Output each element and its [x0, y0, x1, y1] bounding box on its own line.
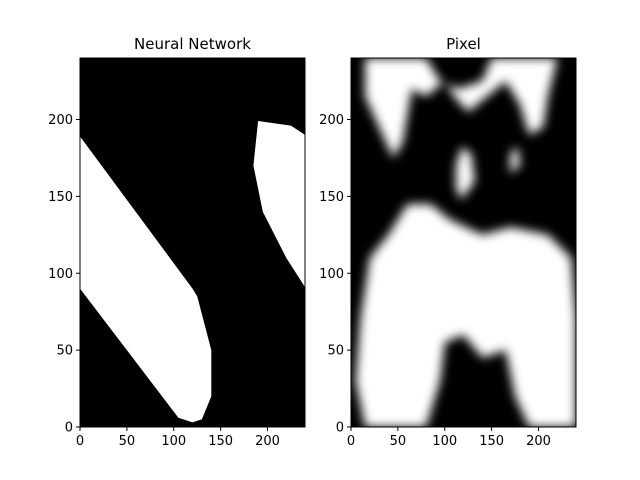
white-region-2: [456, 147, 475, 200]
white-region-1: [365, 58, 558, 158]
white-region-0: [80, 136, 212, 423]
x-tick-label: 100: [432, 434, 457, 449]
y-tick-label: 50: [327, 344, 344, 359]
image-area: [355, 58, 576, 427]
axes-frame: [350, 57, 577, 428]
x-tick-label: 150: [208, 434, 233, 449]
white-region-1: [253, 121, 305, 288]
panel-neural-network: Neural Network 0 50 100 150 200 0 50 100 150 200: [48, 35, 306, 449]
x-tick-label: 50: [119, 434, 136, 449]
y-tick-label: 0: [65, 421, 73, 436]
x-tick-label: 50: [390, 434, 407, 449]
panel-pixel: Pixel 0 50 100 150 200 0 50 100 150 200: [319, 35, 577, 449]
white-region-3: [510, 147, 520, 174]
y-tick-label: 100: [319, 267, 344, 282]
white-region-0: [355, 204, 576, 427]
x-tick-label: 0: [76, 434, 84, 449]
y-tick-label: 50: [56, 344, 73, 359]
y-tick-label: 100: [48, 267, 73, 282]
y-tick-label: 0: [336, 421, 344, 436]
image-area: [80, 121, 305, 423]
chart-title: Pixel: [446, 35, 481, 53]
x-tick-label: 200: [255, 434, 280, 449]
x-tick-label: 0: [347, 434, 355, 449]
x-tick-label: 150: [479, 434, 504, 449]
x-tick-label: 200: [526, 434, 551, 449]
x-tick-label: 100: [161, 434, 186, 449]
chart-title: Neural Network: [134, 35, 251, 53]
y-tick-label: 150: [48, 190, 73, 205]
axes-frame: [79, 57, 306, 428]
y-tick-label: 200: [319, 113, 344, 128]
y-tick-label: 150: [319, 190, 344, 205]
y-tick-label: 200: [48, 113, 73, 128]
